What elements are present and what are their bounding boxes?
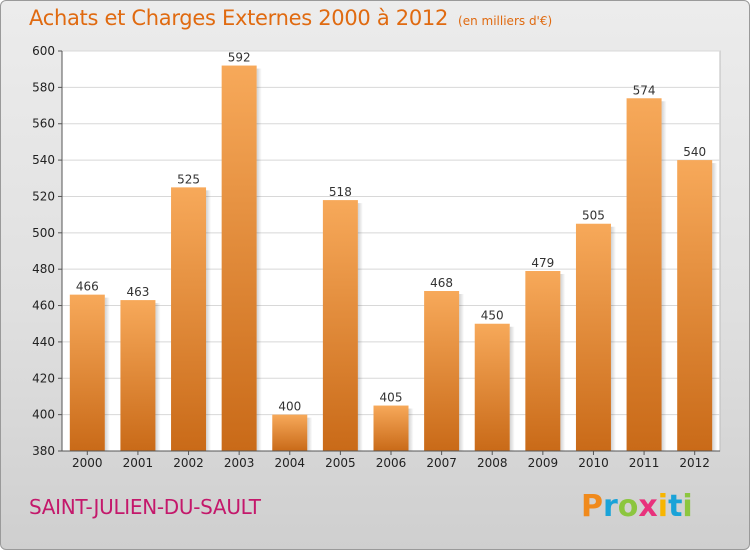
logo-letter: i: [682, 489, 693, 524]
data-label-2000: 466: [76, 280, 99, 294]
bar-2011: [626, 98, 662, 451]
y-tick-label: 580: [32, 80, 55, 94]
logo-letter: t: [668, 489, 683, 524]
bar-2009: [525, 271, 561, 451]
x-tick-label-2001: 2001: [123, 456, 154, 470]
x-tick-label-2005: 2005: [325, 456, 356, 470]
bar-2008: [474, 323, 510, 451]
logo-letter: r: [603, 489, 618, 524]
bar-shadow: [610, 226, 616, 451]
bar-shadow: [206, 190, 212, 451]
y-tick-label: 540: [32, 153, 55, 167]
bar-shadow: [712, 163, 718, 451]
x-tick-label-2004: 2004: [274, 456, 305, 470]
x-tick-label-2006: 2006: [376, 456, 407, 470]
chart-title: Achats et Charges Externes 2000 à 2012: [29, 6, 449, 30]
y-tick-label: 420: [32, 371, 55, 385]
data-label-2001: 463: [126, 285, 149, 299]
data-label-2002: 525: [177, 172, 200, 186]
data-label-2003: 592: [228, 51, 251, 65]
bar-2004: [272, 414, 308, 451]
bar-shadow: [509, 326, 515, 451]
data-label-2006: 405: [380, 391, 403, 405]
y-tick-label: 480: [32, 262, 55, 276]
bar-2002: [171, 187, 207, 451]
data-label-2011: 574: [633, 83, 656, 97]
bar-shadow: [661, 101, 667, 451]
bar-2003: [221, 65, 257, 451]
x-tick-label-2011: 2011: [629, 456, 660, 470]
y-tick-label: 440: [32, 335, 55, 349]
bar-shadow: [307, 417, 313, 451]
data-label-2009: 479: [531, 256, 554, 270]
bar-2007: [424, 291, 460, 451]
bar-2010: [575, 223, 611, 451]
x-tick-label-2012: 2012: [679, 456, 710, 470]
x-tick-label-2002: 2002: [173, 456, 204, 470]
bar-2001: [120, 300, 156, 451]
logo-letter: P: [581, 489, 603, 524]
data-label-2010: 505: [582, 209, 605, 223]
proxiti-logo[interactable]: Proxiti: [581, 489, 693, 524]
y-tick-label: 460: [32, 299, 55, 313]
data-label-2012: 540: [683, 145, 706, 159]
bar-shadow: [560, 274, 566, 451]
bar-2006: [373, 405, 409, 451]
x-tick-label-2003: 2003: [224, 456, 255, 470]
bar-2000: [69, 294, 105, 451]
x-tick-label-2007: 2007: [426, 456, 457, 470]
logo-letter: x: [638, 489, 658, 524]
commune-name: SAINT-JULIEN-DU-SAULT: [29, 495, 261, 519]
data-label-2007: 468: [430, 276, 453, 290]
bar-shadow: [155, 303, 161, 451]
chart-header: Achats et Charges Externes 2000 à 2012 (e…: [29, 6, 552, 30]
bar-shadow: [357, 203, 363, 451]
y-tick-label: 600: [32, 44, 55, 58]
x-tick-label-2009: 2009: [528, 456, 559, 470]
bar-shadow: [459, 294, 465, 451]
bars: 466 463 525 592 400 518 405 468 450 479 505 574 540: [69, 51, 718, 451]
chart-subtitle: (en milliers d'€): [458, 14, 553, 28]
x-tick-label-2010: 2010: [578, 456, 609, 470]
y-tick-label: 380: [32, 444, 55, 458]
data-label-2005: 518: [329, 185, 352, 199]
data-label-2008: 450: [481, 309, 504, 323]
bar-shadow: [256, 68, 262, 451]
bar-2012: [677, 160, 713, 451]
x-tick-label-2008: 2008: [477, 456, 508, 470]
y-tick-label: 500: [32, 226, 55, 240]
logo-letter: o: [617, 489, 639, 524]
bar-2005: [322, 200, 358, 451]
axes: 380 400 420 440 460 480 500 520 540 560 580 600 2000…: [32, 44, 720, 470]
y-tick-label: 520: [32, 189, 55, 203]
y-tick-label: 560: [32, 117, 55, 131]
bar-shadow: [104, 297, 110, 451]
y-tick-label: 400: [32, 408, 55, 422]
bar-shadow: [408, 408, 414, 451]
x-tick-label-2000: 2000: [72, 456, 103, 470]
data-label-2004: 400: [278, 400, 301, 414]
logo-letter: i: [657, 489, 669, 524]
